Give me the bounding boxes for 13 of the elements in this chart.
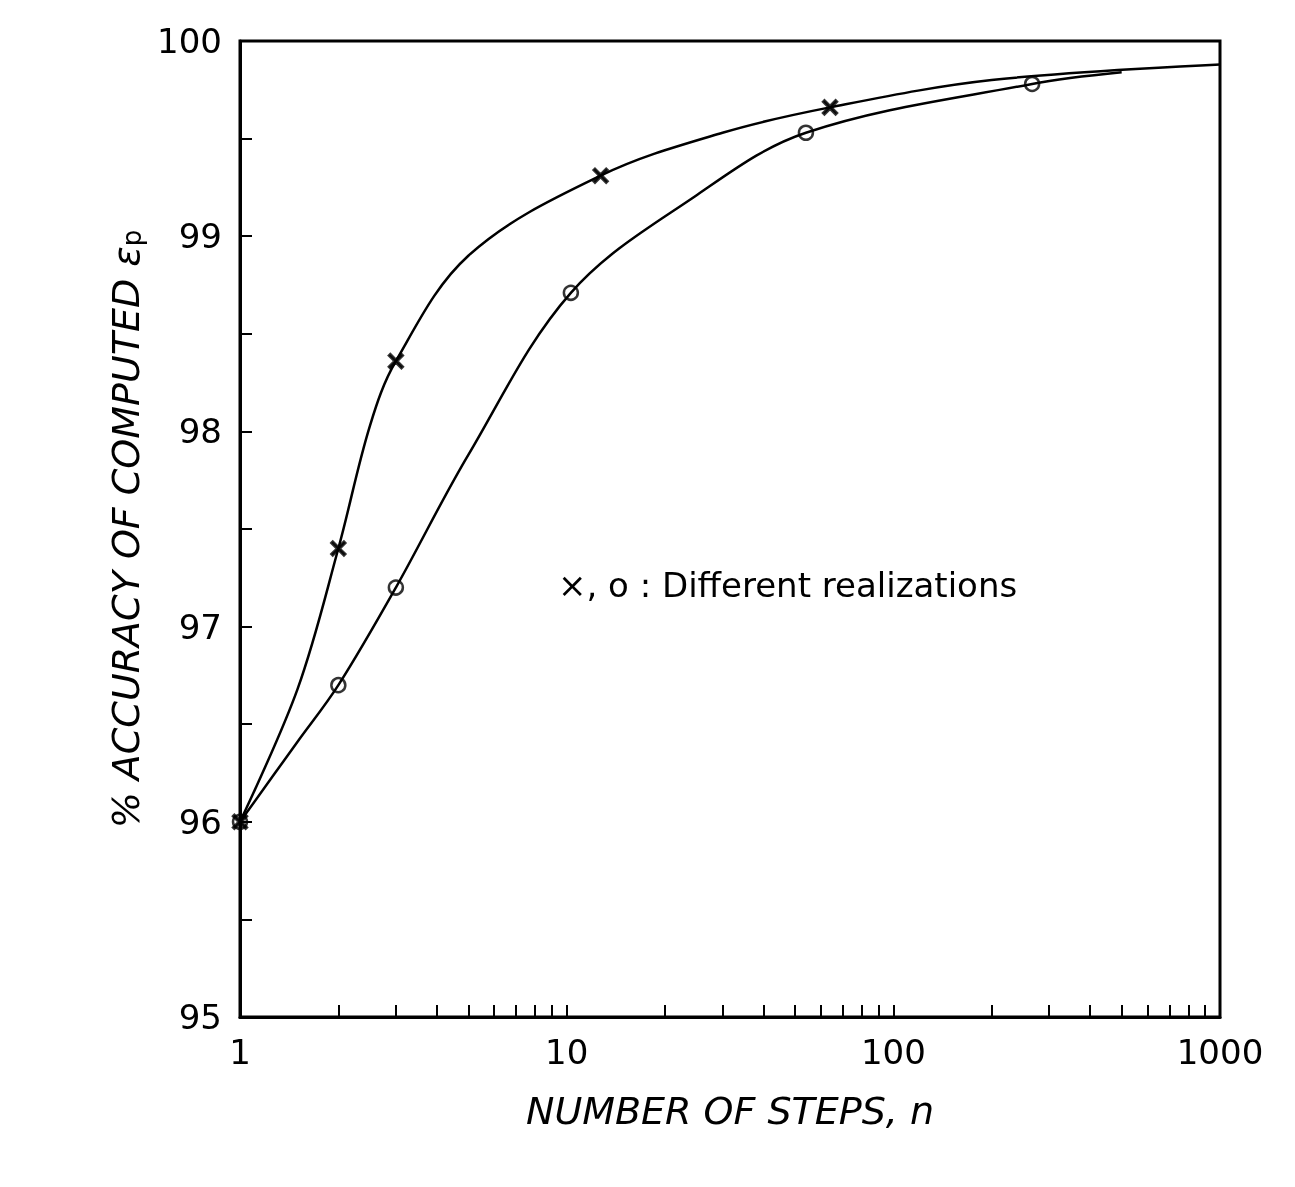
y-axis-title: % ACCURACY OF COMPUTED εp bbox=[104, 229, 148, 829]
y-tick-label: 95 bbox=[178, 997, 222, 1037]
x-tick-label: 100 bbox=[860, 1032, 926, 1072]
x-tick-label: 1 bbox=[229, 1032, 251, 1072]
y-tick-label: 98 bbox=[178, 411, 222, 452]
annotation: ×, o : Different realizations bbox=[558, 565, 1018, 605]
y-tick-label: 100 bbox=[157, 21, 222, 61]
x-tick-label: 1000 bbox=[1176, 1032, 1264, 1072]
y-tick-label: 99 bbox=[178, 216, 222, 257]
y-tick-label: 97 bbox=[178, 606, 222, 647]
x-tick-label: 10 bbox=[545, 1032, 589, 1072]
y-tick-label: 96 bbox=[178, 801, 222, 842]
x-axis-title: NUMBER OF STEPS, n bbox=[525, 1089, 935, 1133]
